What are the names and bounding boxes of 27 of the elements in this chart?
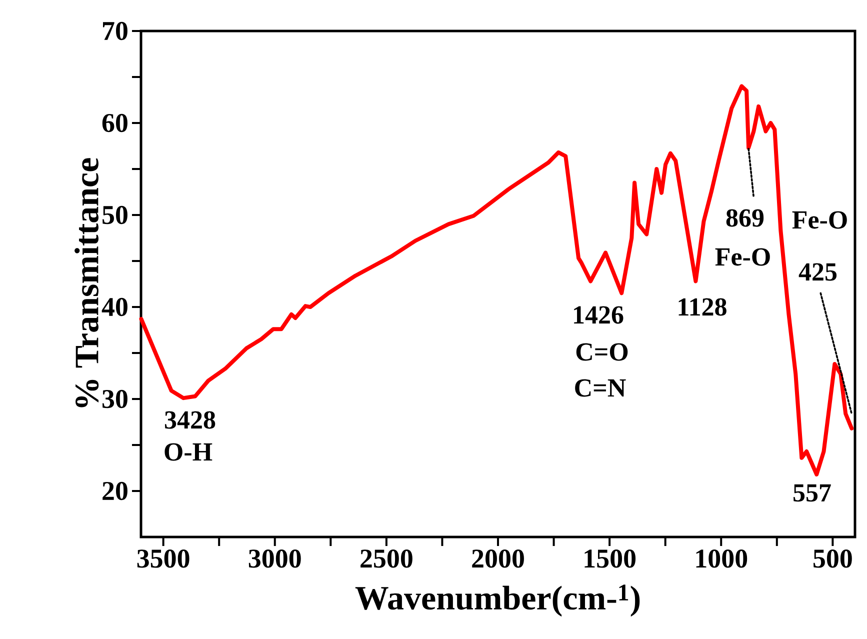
x-tick-label: 2500	[360, 550, 412, 568]
annotation: 3428	[164, 411, 216, 429]
annotation: Fe-O	[792, 211, 847, 229]
y-tick-label: 70	[103, 22, 128, 40]
annotation: Fe-O	[715, 248, 770, 266]
y-tick-label: 60	[102, 114, 128, 132]
annotation: C=N	[575, 379, 626, 397]
y-axis-title: % Transmittance	[74, 158, 99, 408]
y-tick-label: 20	[102, 482, 128, 500]
y-tick-label: 30	[102, 390, 128, 408]
x-tick-label: 3000	[248, 550, 301, 568]
x-tick-label: 1000	[696, 550, 748, 568]
line-series	[139, 84, 854, 476]
y-tick-label: 50	[102, 206, 128, 224]
x-tick-label: 2000	[472, 550, 524, 568]
x-tick-label: 3500	[137, 550, 190, 568]
annotation: 1426	[574, 306, 624, 324]
annotation: 557	[794, 484, 831, 502]
x-tick-label: 1500	[584, 550, 636, 568]
x-tick-label: 500	[814, 550, 852, 568]
annotation: O-H	[164, 443, 212, 461]
y-tick-label: 40	[102, 298, 128, 316]
x-axis-title: Wavenumber(cm-$^{1}$)	[355, 584, 640, 617]
annotation: 425	[798, 263, 837, 281]
annotation: 869	[726, 209, 764, 227]
annotation: 1128	[678, 298, 726, 316]
annotation: C=O	[576, 343, 628, 361]
